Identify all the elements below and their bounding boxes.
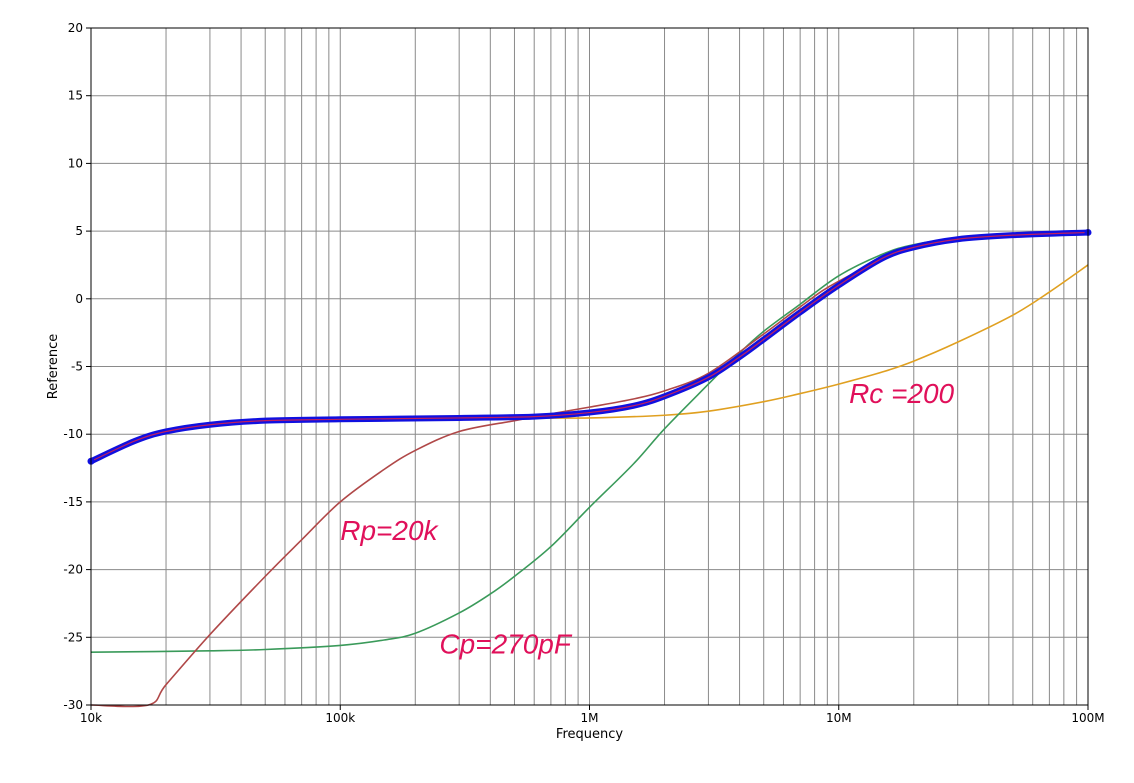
series-core-line-reference xyxy=(90,231,1089,462)
annotation-cp: Cp=270pF xyxy=(439,629,572,660)
y-axis-title: Reference xyxy=(46,334,61,399)
y-tick-label: -25 xyxy=(63,630,83,644)
grid-lines xyxy=(91,27,1088,706)
x-tick-label: 10M xyxy=(826,711,852,725)
x-tick-label: 10k xyxy=(80,711,102,725)
annotation-rc: Rc =200 xyxy=(849,378,954,409)
annotation-rp: Rp=20k xyxy=(340,515,439,546)
series-line-rc xyxy=(534,264,1089,419)
series-layer xyxy=(87,228,1092,708)
y-tick-label: 5 xyxy=(75,224,83,238)
annotations: Rp=20k Cp=270pF Rc =200 xyxy=(340,378,954,659)
y-tick-label: -30 xyxy=(63,698,83,712)
y-tick-label: -15 xyxy=(63,495,83,509)
y-tick-label: -20 xyxy=(63,563,83,577)
y-tick-label: 20 xyxy=(68,21,83,35)
y-tick-label: 10 xyxy=(68,156,83,170)
series-line-cp xyxy=(90,230,1089,653)
x-tick-label: 1M xyxy=(581,711,599,725)
x-tick-label: 100k xyxy=(325,711,355,725)
x-axis-title: Frequency xyxy=(556,727,623,742)
y-tick-label: 15 xyxy=(68,89,83,103)
x-tick-label: 100M xyxy=(1071,711,1104,725)
y-tick-label: 0 xyxy=(75,292,83,306)
y-tick-label: -10 xyxy=(63,427,83,441)
y-tick-label: -5 xyxy=(71,360,83,374)
